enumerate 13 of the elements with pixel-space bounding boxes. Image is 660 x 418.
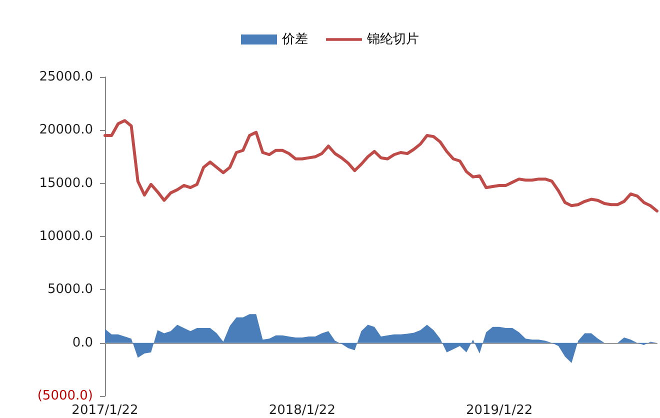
y-tick-label: 0.0 bbox=[72, 335, 93, 350]
legend-label: 锦纶切片 bbox=[366, 32, 419, 47]
x-tick-label: 2018/1/22 bbox=[268, 403, 336, 418]
line-series bbox=[104, 119, 658, 212]
y-tick-label: 20000.0 bbox=[39, 122, 93, 138]
y-tick-label: 10000.0 bbox=[39, 229, 93, 244]
x-tick-label: 2019/1/22 bbox=[466, 403, 533, 418]
legend-label: 价差 bbox=[281, 32, 308, 47]
y-tick-label: 15000.0 bbox=[39, 176, 93, 191]
y-tick-label: 25000.0 bbox=[39, 70, 93, 84]
y-tick-label: 5000.0 bbox=[48, 282, 93, 298]
x-tick-label: 2017/1/22 bbox=[72, 403, 138, 418]
y-tick-label: (5000.0) bbox=[37, 388, 93, 404]
